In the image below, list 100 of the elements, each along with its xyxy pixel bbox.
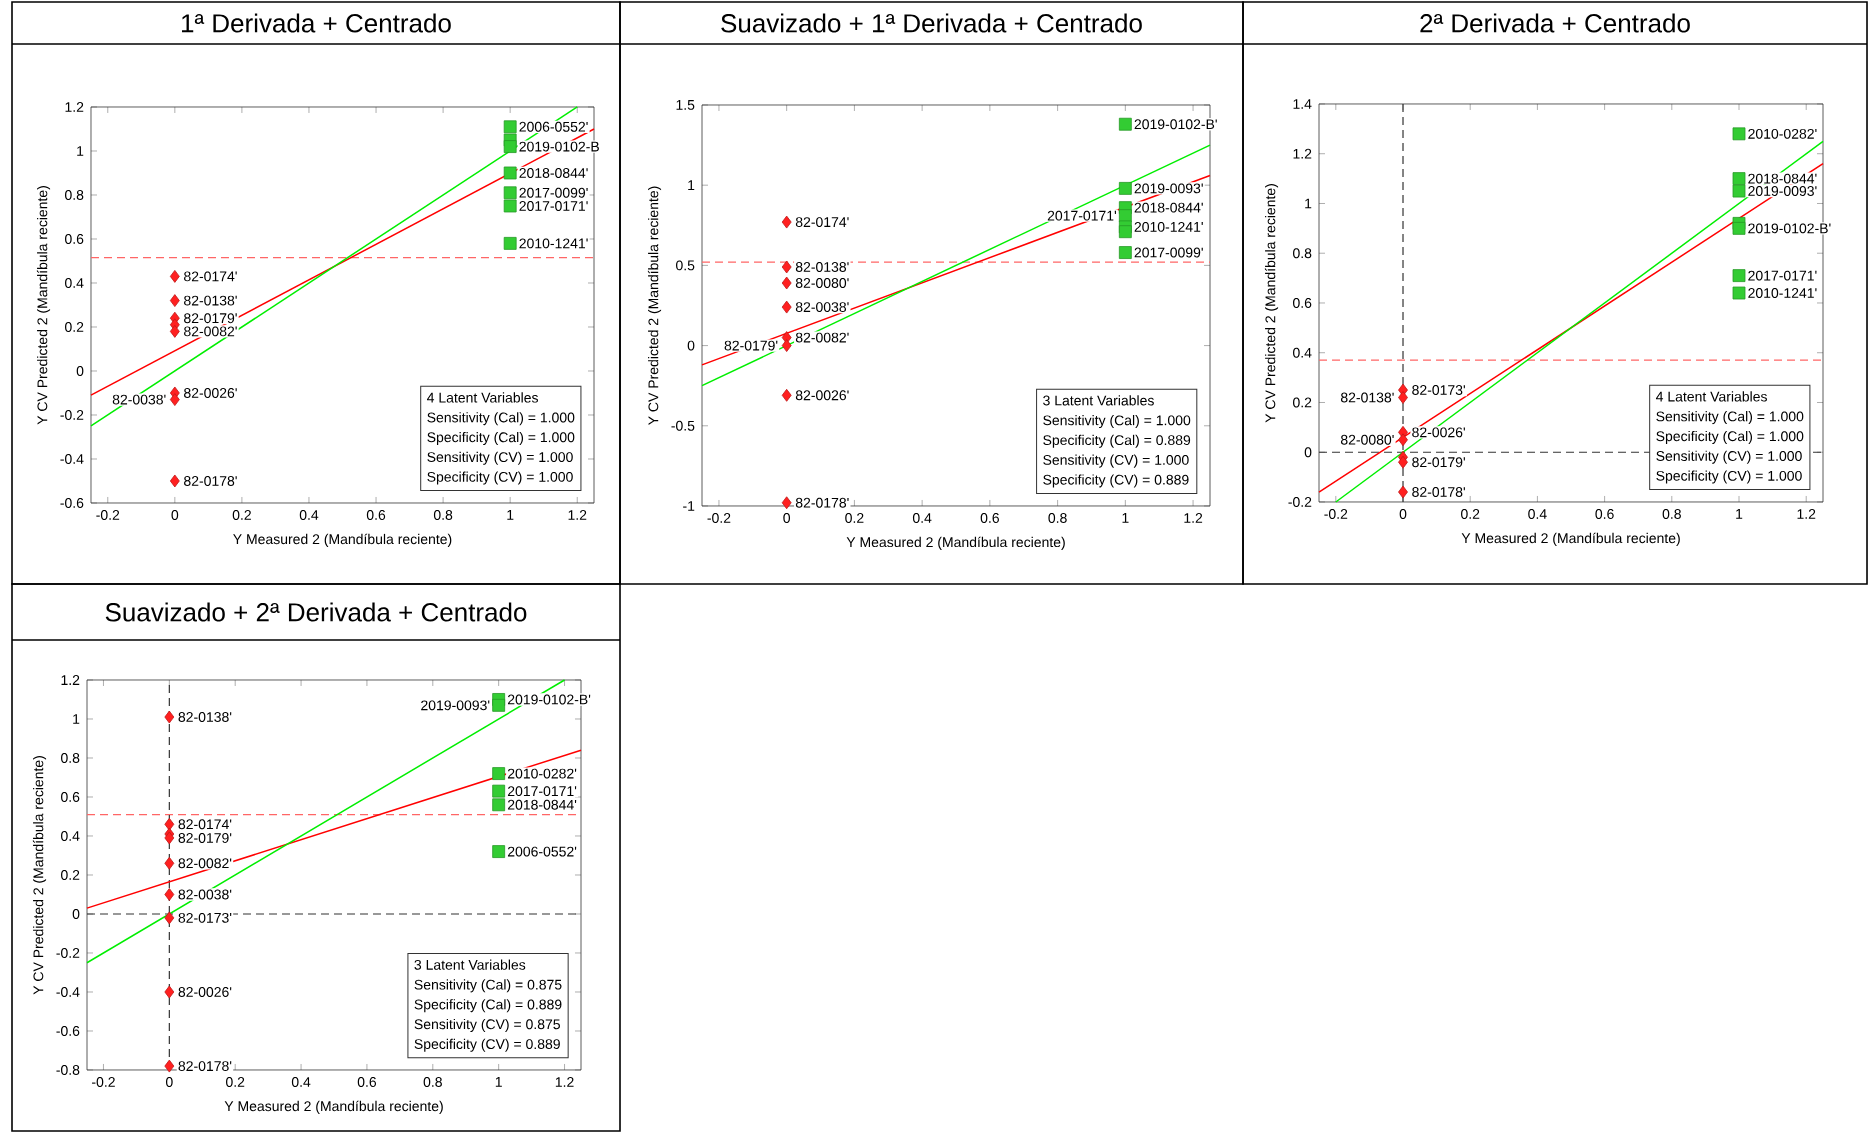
- x-tick-label: -0.2: [707, 513, 731, 523]
- x-tick-label: 0.8: [1662, 509, 1681, 519]
- annotation: Specificity (Cal) = 1.000: [1656, 430, 1804, 444]
- data-label: 82-0080': [1340, 434, 1394, 445]
- y-tick-label: 0.6: [1293, 298, 1312, 308]
- x-axis-title: Y Measured 2 (Mandíbula reciente): [233, 533, 452, 547]
- y-axis-title: Y CV Predicted 2 (Mandíbula reciente): [36, 186, 51, 425]
- x-tick-label: 0.2: [232, 510, 251, 520]
- data-label: 2018-0844': [507, 799, 577, 810]
- x-tick-label: 0.2: [226, 1077, 245, 1087]
- x-tick-label: 1: [1736, 509, 1743, 519]
- x-tick-label: 0.4: [912, 513, 932, 523]
- x-tick-label: -0.2: [96, 510, 120, 520]
- y-tick-label: 0.4: [61, 831, 80, 841]
- data-label: 82-0038': [112, 394, 166, 405]
- annotation: 3 Latent Variables: [414, 959, 526, 970]
- data-label: 82-0026': [1412, 427, 1465, 438]
- data-label: 82-0080': [795, 278, 849, 288]
- x-tick-label: 0: [171, 510, 179, 520]
- annotation: Specificity (CV) = 1.000: [427, 471, 573, 485]
- data-label: 82-0174': [178, 819, 232, 830]
- x-tick-label: 1: [495, 1077, 502, 1087]
- annotation: Sensitivity (Cal) = 1.000: [1656, 411, 1804, 425]
- data-label: 2017-0171': [507, 786, 577, 797]
- y-tick-label: 0.5: [676, 260, 695, 271]
- x-tick-label: 1: [507, 510, 514, 520]
- y-tick-label: 0.2: [61, 870, 80, 880]
- data-label: 82-0174': [184, 271, 237, 282]
- data-label: 82-0179': [724, 340, 778, 351]
- annotation: Specificity (CV) = 1.000: [1656, 470, 1802, 484]
- y-tick-label: -0.4: [56, 987, 80, 997]
- data-label: 82-0173': [178, 912, 232, 923]
- annotation: Sensitivity (Cal) = 0.875: [414, 979, 562, 993]
- x-tick-label: 0.4: [299, 510, 319, 520]
- x-tick-label: -0.2: [1324, 509, 1348, 519]
- data-label: 82-0038': [178, 889, 232, 900]
- data-label: 82-0026': [795, 390, 849, 401]
- x-tick-label: 0.8: [1048, 513, 1067, 523]
- data-label: 82-0082': [184, 326, 237, 337]
- data-label: 82-0178': [1412, 487, 1465, 497]
- data-label: 82-0174': [795, 217, 849, 228]
- data-label: 82-0026': [178, 987, 232, 997]
- y-tick-label: 0.8: [65, 190, 84, 200]
- data-label: 82-0178': [184, 476, 237, 486]
- data-label: 82-0178': [178, 1061, 232, 1072]
- annotation: Sensitivity (CV) = 1.000: [427, 451, 573, 465]
- y-tick-label: -0.5: [671, 420, 695, 431]
- y-tick-label: 1.5: [676, 100, 695, 110]
- x-tick-label: 0: [1399, 509, 1407, 519]
- x-axis-title: Y Measured 2 (Mandíbula reciente): [846, 536, 1065, 550]
- y-tick-label: 0.8: [1293, 248, 1312, 259]
- y-tick-label: 1: [688, 180, 695, 190]
- y-tick-label: 0.6: [65, 234, 84, 244]
- annotation: Specificity (Cal) = 0.889: [414, 999, 562, 1013]
- data-label: 2010-0282': [1748, 128, 1817, 139]
- y-tick-label: 0: [72, 909, 80, 919]
- data-label: 2019-0102-B': [507, 694, 591, 705]
- annotation: 4 Latent Variables: [1655, 391, 1767, 402]
- data-label: 2017-0171': [1047, 210, 1117, 221]
- data-label: 2006-0552': [507, 846, 577, 857]
- y-tick-label: -0.8: [56, 1065, 80, 1075]
- data-label: 82-0179': [1412, 457, 1465, 468]
- annotation: Specificity (CV) = 0.889: [414, 1038, 560, 1052]
- data-label: 2017-0099': [1134, 247, 1203, 258]
- data-label: 82-0026': [184, 388, 237, 398]
- chart-title: Suavizado + 2ª Derivada + Centrado: [105, 602, 527, 622]
- data-label: 2010-0282': [507, 768, 577, 779]
- y-tick-label: 0: [76, 366, 84, 376]
- x-tick-label: 1.2: [1797, 509, 1816, 519]
- annotation: Sensitivity (Cal) = 1.000: [427, 412, 575, 426]
- x-tick-label: 0.6: [980, 513, 999, 523]
- y-tick-label: -0.6: [56, 1026, 80, 1036]
- x-tick-label: 0.8: [433, 510, 453, 520]
- y-tick-label: 1: [73, 714, 80, 724]
- y-tick-label: 1.2: [61, 675, 80, 685]
- x-tick-label: 0.6: [357, 1077, 377, 1087]
- x-tick-label: 0.6: [366, 510, 386, 520]
- annotation: Specificity (Cal) = 0.889: [1043, 434, 1191, 448]
- data-label: 82-0138': [184, 295, 237, 306]
- annotation: Sensitivity (CV) = 1.000: [1656, 450, 1802, 464]
- annotation: Sensitivity (CV) = 0.875: [414, 1018, 560, 1032]
- y-tick-label: 0.4: [65, 278, 84, 288]
- y-axis-title: Y CV Predicted 2 (Mandíbula reciente): [647, 186, 662, 426]
- y-tick-label: 0.8: [61, 753, 80, 763]
- y-axis-title: Y CV Predicted 2 (Mandíbula reciente): [1264, 184, 1279, 423]
- y-axis-title: Y CV Predicted 2 (Mandíbula reciente): [32, 756, 47, 995]
- chart-title: Suavizado + 1ª Derivada + Centrado: [721, 13, 1142, 33]
- chart-title: 2ª Derivada + Centrado: [1420, 13, 1690, 33]
- chart-title: 1ª Derivada + Centrado: [182, 13, 451, 33]
- y-tick-label: -0.2: [56, 948, 80, 958]
- y-tick-label: 0.2: [1293, 397, 1312, 408]
- data-label: 2019-0093': [421, 700, 490, 711]
- data-label: 82-0179': [178, 833, 232, 843]
- data-label: 2006-0552': [519, 121, 588, 132]
- x-tick-label: 1.2: [568, 510, 587, 520]
- data-label: 2018-0844': [1134, 202, 1203, 213]
- annotation: Specificity (CV) = 0.889: [1043, 474, 1189, 488]
- y-tick-label: 0: [687, 340, 695, 351]
- data-label: 82-0082': [178, 858, 232, 869]
- x-tick-label: 0: [165, 1077, 173, 1087]
